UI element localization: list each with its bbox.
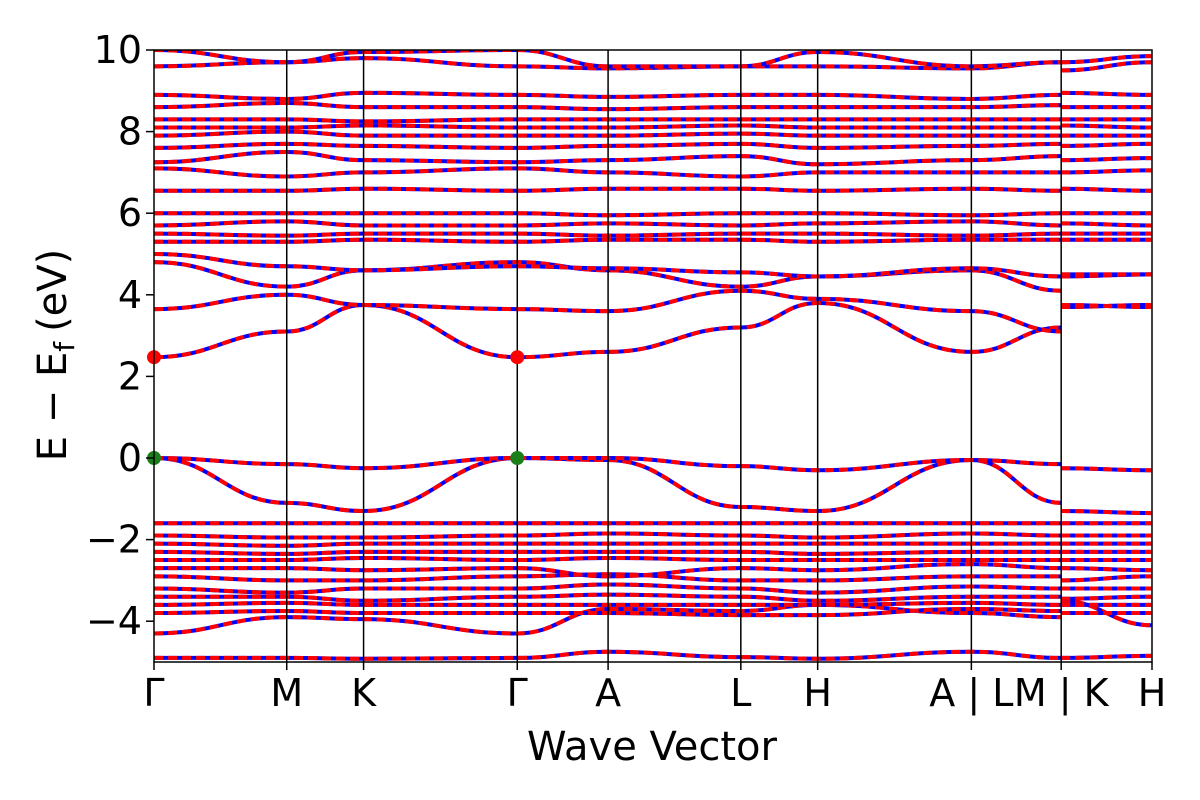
y-axis-label-subscript: f bbox=[48, 341, 81, 352]
y-tick-label: −4 bbox=[86, 599, 142, 643]
y-axis-ticks: 10 8 6 4 2 0 −2 −4 bbox=[86, 28, 154, 643]
y-tick-label: −2 bbox=[86, 518, 142, 562]
y-tick-label: 6 bbox=[118, 191, 142, 235]
x-tick-label: H bbox=[803, 671, 832, 715]
y-axis-label-main: E − E bbox=[30, 352, 76, 462]
x-tick-label: M | K bbox=[1014, 671, 1110, 716]
x-tick-label: Γ bbox=[143, 671, 164, 715]
band-line-blue bbox=[154, 300, 1152, 360]
y-tick-label: 4 bbox=[118, 273, 142, 317]
y-tick-label: 2 bbox=[118, 354, 142, 398]
band-lines-group bbox=[154, 50, 1152, 661]
y-tick-label: 10 bbox=[94, 28, 142, 72]
extremum-markers bbox=[147, 350, 525, 465]
y-tick-label: 0 bbox=[118, 436, 142, 480]
x-tick-label: A | L bbox=[929, 671, 1013, 716]
band-line-red bbox=[154, 455, 1152, 516]
y-axis-label: E − Ef (eV) bbox=[30, 249, 81, 462]
y-axis-label-unit: (eV) bbox=[30, 249, 76, 332]
band-line-red bbox=[154, 50, 1152, 69]
x-axis-label: Wave Vector bbox=[527, 724, 778, 770]
vbm-marker bbox=[510, 451, 525, 465]
band-line-blue bbox=[154, 149, 1152, 167]
cbm-marker bbox=[510, 350, 525, 365]
plot-frame bbox=[153, 49, 1153, 663]
x-tick-label: L bbox=[730, 671, 751, 715]
band-line-blue bbox=[154, 166, 1152, 179]
x-tick-label: H bbox=[1138, 671, 1167, 715]
x-tick-label: Γ bbox=[507, 671, 528, 715]
band-line-blue bbox=[154, 288, 1152, 334]
x-tick-label: M bbox=[270, 671, 303, 715]
y-tick-label: 8 bbox=[118, 110, 142, 154]
x-tick-label: A bbox=[595, 671, 621, 715]
x-tick-label: K bbox=[351, 671, 377, 715]
